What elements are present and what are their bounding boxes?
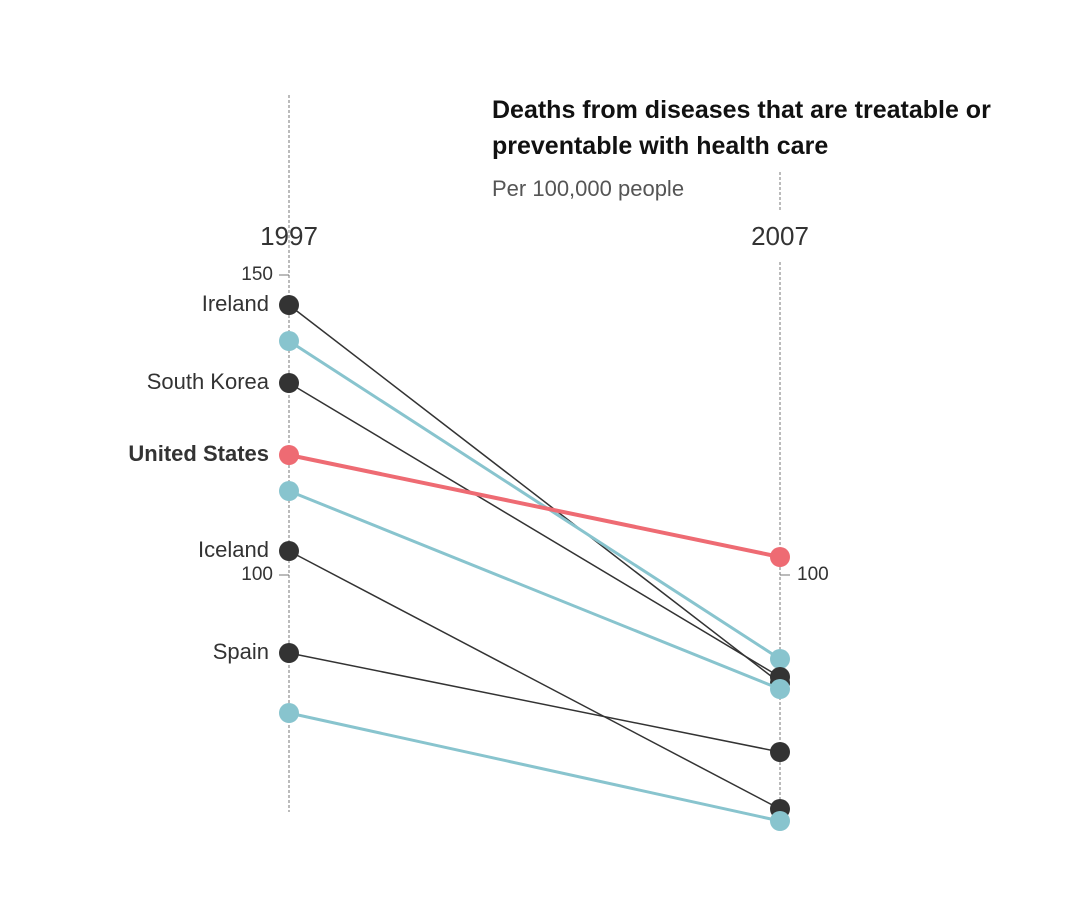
x-label: 1997: [260, 221, 318, 251]
chart-subtitle: Per 100,000 people: [492, 176, 685, 201]
series-label: Ireland: [202, 291, 269, 316]
dot: [279, 643, 299, 663]
dot: [279, 541, 299, 561]
dot: [279, 703, 299, 723]
dot: [279, 295, 299, 315]
slope-line: [288, 339, 781, 661]
slope-line: [288, 711, 781, 823]
dot: [770, 742, 790, 762]
slope-line: [288, 304, 781, 684]
dot: [770, 811, 790, 831]
y2-tick-label: 100: [797, 564, 829, 585]
dot: [770, 547, 790, 567]
dot: [279, 373, 299, 393]
slope-line: [288, 550, 781, 810]
series-label: South Korea: [147, 369, 270, 394]
y-tick-label: 150: [241, 264, 273, 285]
dot: [279, 331, 299, 351]
slope-line: [288, 453, 781, 559]
series-label: United States: [128, 441, 269, 466]
x-label: 2007: [751, 221, 809, 251]
series-label: Spain: [213, 639, 269, 664]
dot: [279, 481, 299, 501]
series-label: Iceland: [198, 537, 269, 562]
chart-title: Deaths from diseases that are treatable …: [492, 96, 991, 160]
slope-line: [288, 652, 781, 753]
y-tick-label: 100: [241, 564, 273, 585]
dot: [770, 679, 790, 699]
slope-line: [288, 489, 781, 691]
dot: [770, 649, 790, 669]
slope-line: [288, 382, 781, 678]
dot: [279, 445, 299, 465]
